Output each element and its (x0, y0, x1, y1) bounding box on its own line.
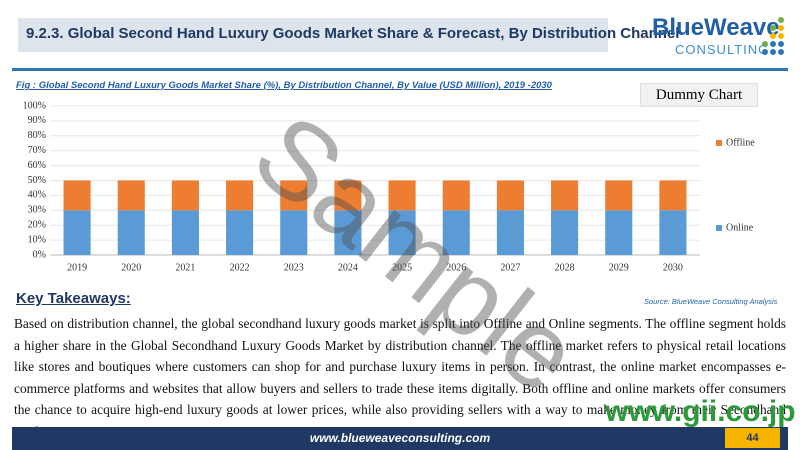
bar-segment (117, 210, 145, 255)
x-tick-label: 2030 (663, 262, 683, 273)
bar-segment (388, 180, 416, 211)
x-tick-label: 2019 (67, 262, 87, 273)
bar-segment (442, 180, 470, 211)
x-tick-label: 2022 (230, 262, 250, 273)
takeaways-heading: Key Takeaways: (16, 290, 131, 307)
bar-segment (334, 180, 362, 211)
y-tick-label: 80% (28, 130, 46, 141)
chart: 0% 10% 20% 30% 40% 50% 60% 70% 80% 90% 100% 2019 202… (23, 100, 756, 273)
bar-segment (551, 210, 579, 255)
y-tick-label: 90% (28, 115, 46, 126)
bar-segment (659, 180, 687, 211)
legend-label: Online (726, 222, 754, 233)
bar-segment (605, 180, 633, 211)
bar-segment (659, 210, 687, 255)
figure-caption: Fig : Global Second Hand Luxury Goods Ma… (16, 80, 552, 91)
x-tick-label: 2024 (338, 262, 358, 273)
y-tick-label: 20% (28, 219, 46, 230)
bar-segment (171, 210, 199, 255)
bar-segment (171, 180, 199, 211)
y-tick-label: 70% (28, 145, 46, 156)
x-tick-label: 2029 (609, 262, 629, 273)
y-tick-label: 40% (28, 190, 46, 201)
x-tick-label: 2020 (121, 262, 141, 273)
footer-url: www.blueweaveconsulting.com (309, 431, 491, 445)
bar-segment (63, 180, 91, 211)
y-tick-label: 100% (23, 100, 46, 111)
title-box (18, 18, 608, 52)
bar-segment (496, 180, 524, 211)
footer-bar (12, 427, 788, 450)
bar-segment (280, 180, 308, 211)
y-tick-label: 0% (33, 249, 46, 260)
page-number: 44 (725, 428, 780, 448)
bar-segment (226, 180, 254, 211)
dummy-badge: Dummy Chart (640, 83, 758, 107)
y-tick-label: 10% (28, 234, 46, 245)
y-tick-label: 30% (28, 205, 46, 216)
bar-segment (388, 210, 416, 255)
bar-segment (226, 210, 254, 255)
x-tick-label: 2023 (284, 262, 304, 273)
logo-tagline: CONSULTING (675, 42, 770, 57)
y-tick-label: 50% (28, 175, 46, 186)
bar-segment (334, 210, 362, 255)
x-tick-label: 2026 (446, 262, 466, 273)
x-tick-label: 2028 (555, 262, 575, 273)
bar-segment (63, 210, 91, 255)
legend-label: Offline (726, 137, 755, 148)
bar-segment (117, 180, 145, 211)
logo-icon (762, 17, 784, 55)
legend-marker (716, 140, 722, 146)
bar-segment (442, 210, 470, 255)
source-note: Source: BlueWeave Consulting Analysis (644, 297, 778, 306)
x-tick-label: 2027 (500, 262, 520, 273)
watermark-site: www.gii.co.jp (605, 395, 796, 428)
logo-name: BlueWeave (652, 14, 780, 41)
y-tick-label: 60% (28, 160, 46, 171)
bar-segment (496, 210, 524, 255)
header-rule (12, 68, 788, 71)
x-tick-label: 2025 (392, 262, 412, 273)
x-tick-label: 2021 (175, 262, 195, 273)
takeaways-text: Based on distribution channel, the globa… (14, 316, 786, 439)
bar-segment (551, 180, 579, 211)
bar-segment (280, 210, 308, 255)
slide-title: 9.2.3. Global Second Hand Luxury Goods M… (26, 25, 680, 42)
bar-segment (605, 210, 633, 255)
legend-marker (716, 225, 722, 231)
